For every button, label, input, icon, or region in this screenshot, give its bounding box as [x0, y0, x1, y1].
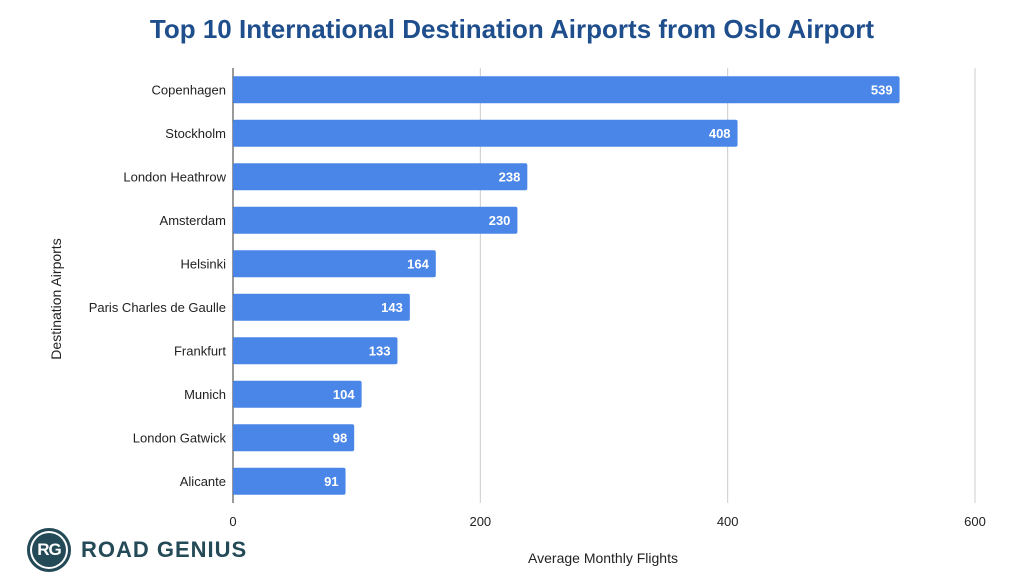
bar-value-label-2: 238 — [499, 169, 521, 184]
category-labels: Copenhagen Stockholm London Heathrow Amster… — [89, 82, 227, 489]
x-tick-labels: 0 200 400 600 — [229, 514, 985, 529]
bar-value-label-9: 91 — [324, 474, 338, 489]
bar-value-label-1: 408 — [709, 126, 731, 141]
bar-value-label-3: 230 — [489, 213, 511, 228]
bar-3 — [233, 206, 518, 234]
x-tick-label-3: 600 — [964, 514, 986, 529]
bar-9 — [233, 467, 346, 495]
category-label-3: Amsterdam — [160, 213, 226, 228]
category-label-7: Munich — [184, 387, 226, 402]
category-label-4: Helsinki — [180, 256, 226, 271]
category-label-6: Frankfurt — [174, 343, 226, 358]
road-genius-logo: RG ROAD GENIUS — [27, 528, 247, 572]
bar-value-label-0: 539 — [871, 82, 893, 97]
bar-2 — [233, 163, 528, 191]
bar-8 — [233, 424, 355, 452]
category-label-8: London Gatwick — [133, 430, 227, 445]
x-tick-label-2: 400 — [717, 514, 739, 529]
bar-7 — [233, 380, 362, 408]
y-axis-title: Destination Airports — [48, 238, 64, 359]
bar-value-label-4: 164 — [407, 256, 429, 271]
bar-4 — [233, 250, 436, 278]
x-axis-title: Average Monthly Flights — [528, 550, 678, 566]
chart-title: Top 10 International Destination Airport… — [149, 14, 875, 44]
bar-value-label-5: 143 — [381, 300, 403, 315]
bar-1 — [233, 119, 738, 147]
x-tick-label-0: 0 — [229, 514, 236, 529]
logo-badge: RG — [27, 528, 71, 572]
category-label-1: Stockholm — [165, 126, 226, 141]
bar-0 — [233, 76, 900, 104]
x-tick-label-1: 200 — [469, 514, 491, 529]
logo-text: ROAD GENIUS — [81, 537, 248, 562]
category-label-5: Paris Charles de Gaulle — [89, 300, 226, 315]
bar-5 — [233, 293, 410, 321]
bar-value-label-8: 98 — [333, 430, 347, 445]
bar-6 — [233, 337, 398, 365]
category-label-2: London Heathrow — [123, 169, 226, 184]
category-label-9: Alicante — [180, 474, 226, 489]
category-label-0: Copenhagen — [152, 82, 226, 97]
bar-value-label-7: 104 — [333, 387, 355, 402]
bar-value-label-6: 133 — [369, 343, 391, 358]
bars: 539 408 238 230 164 143 133 104 98 91 — [233, 76, 900, 495]
